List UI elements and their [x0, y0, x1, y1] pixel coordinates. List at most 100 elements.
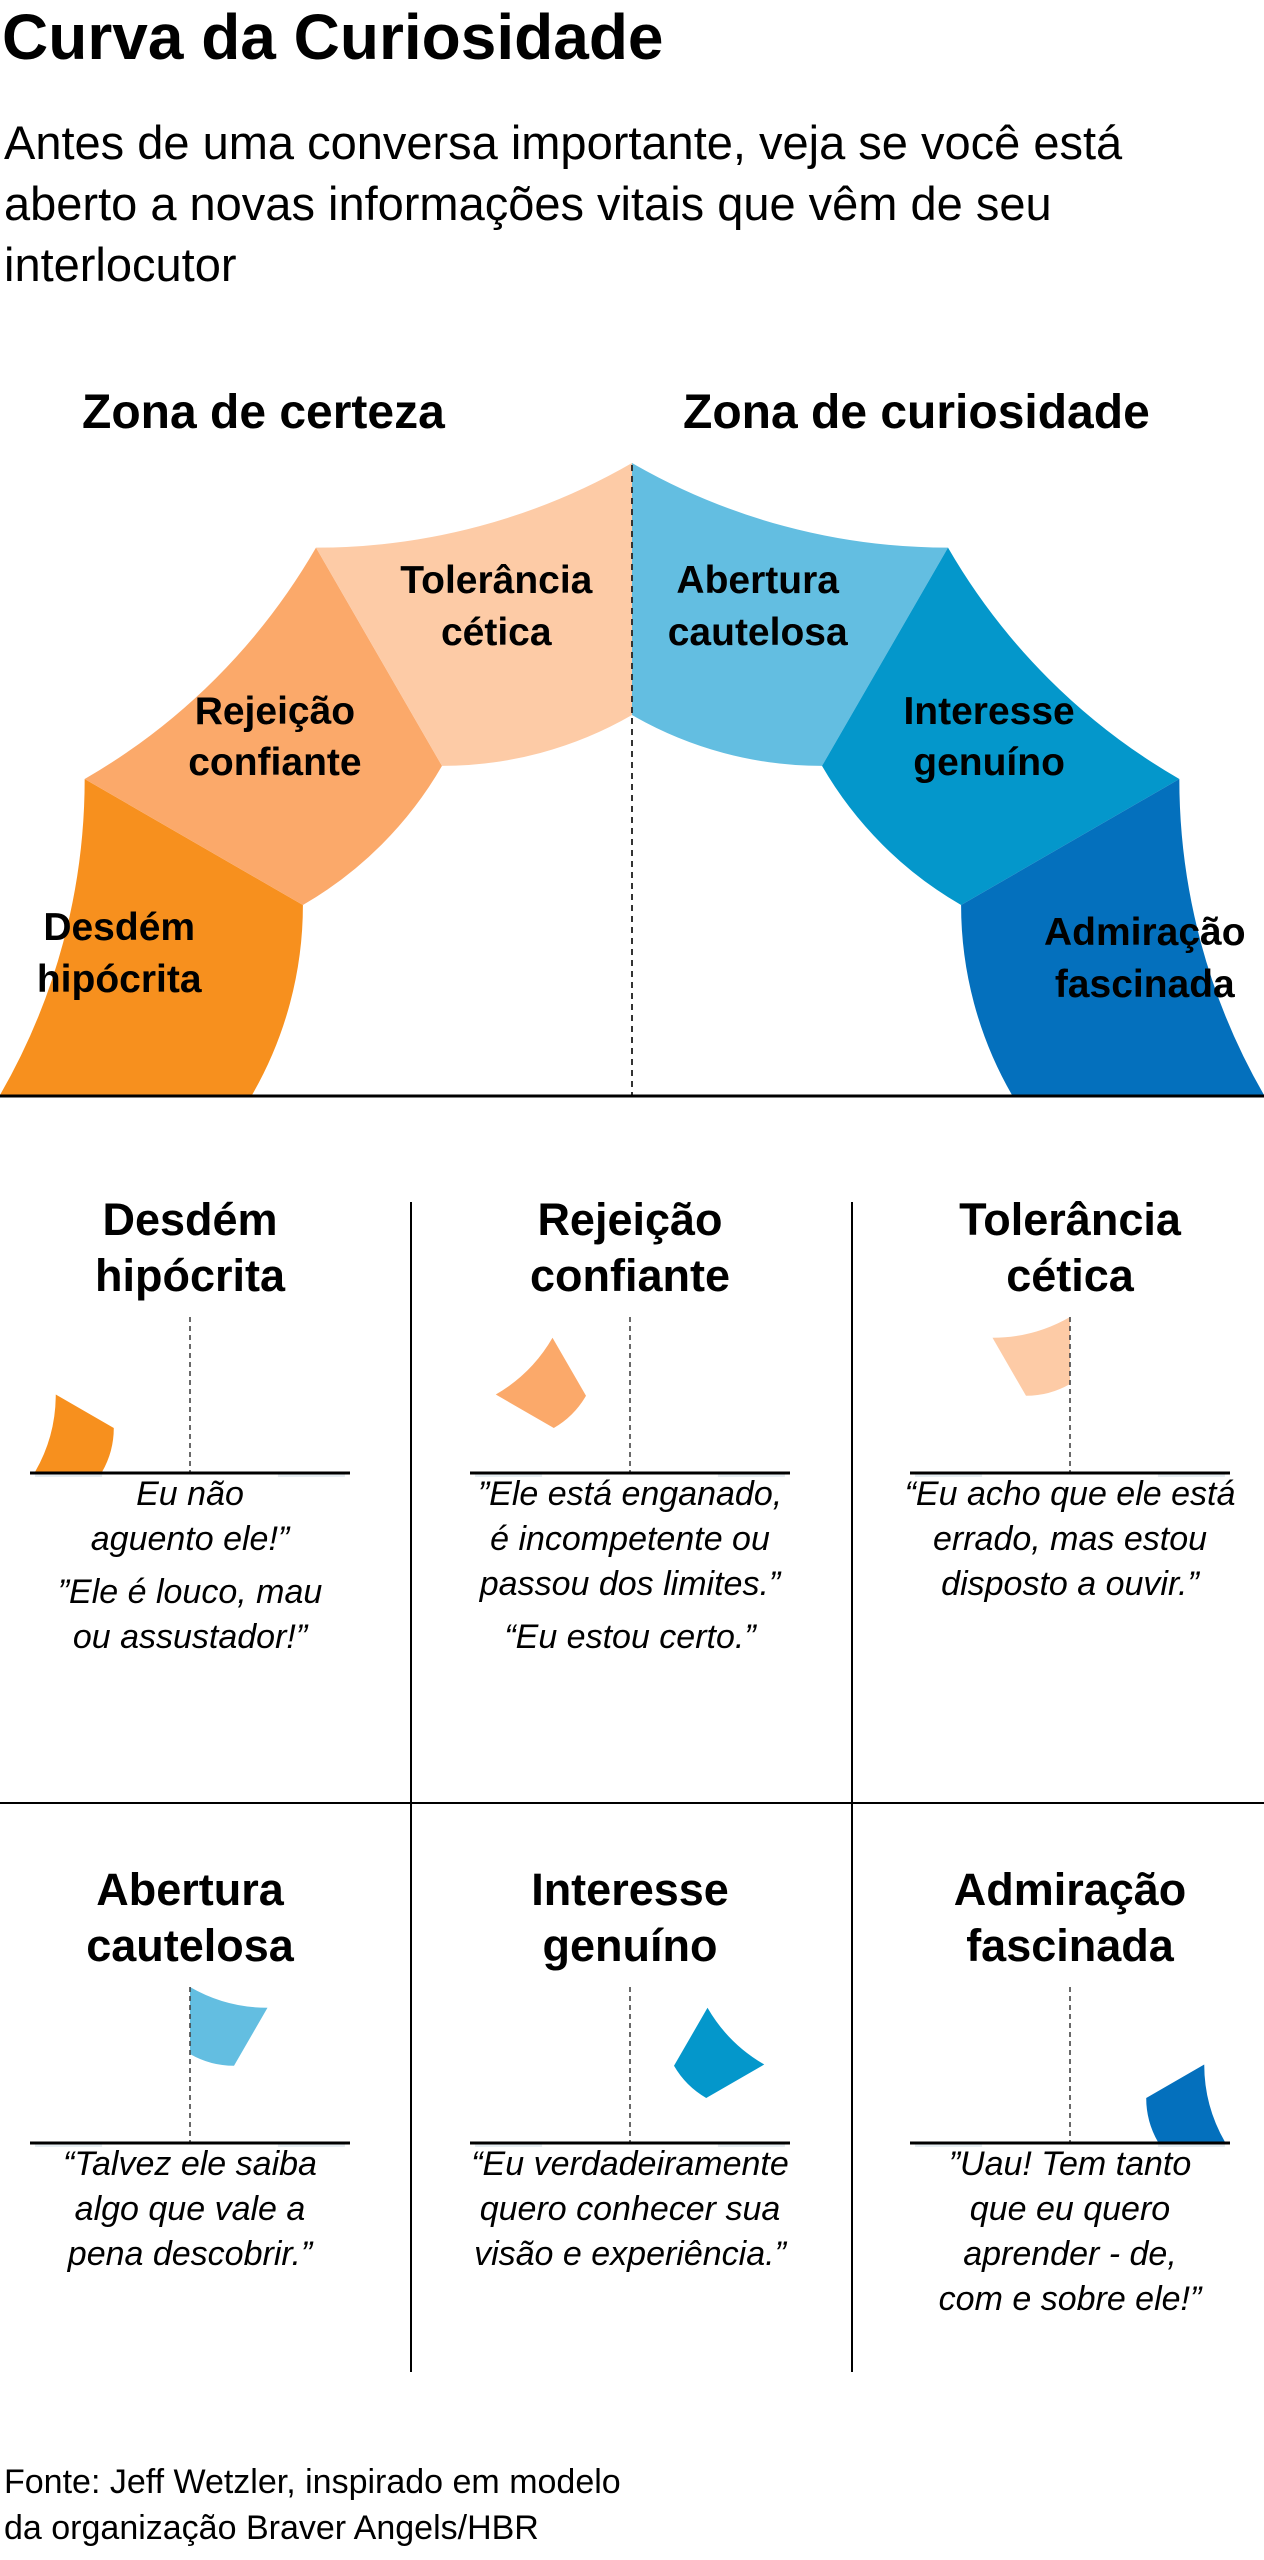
stage-quote: ”Ele está enganado, é incompetente ou pass…	[420, 1472, 840, 1668]
stage-title-line: Admiração	[953, 1864, 1187, 1915]
curve-label-line: genuíno	[913, 741, 1065, 785]
quote-paragraph: ”Uau! Tem tanto que eu quero aprender - de…	[860, 2142, 1264, 2322]
quote-paragraph: ”Ele está enganado, é incompetente ou pass…	[420, 1472, 840, 1607]
curve-label-tolerancia: Tolerância cética	[400, 555, 592, 658]
quote-line: é incompetente ou	[490, 1519, 770, 1558]
mini-gauge-admiracao	[910, 1987, 1230, 2147]
curve-label-abertura: Abertura cautelosa	[668, 555, 848, 658]
curve-label-line: Tolerância	[400, 559, 593, 603]
zone-certainty-label: Zona de certeza	[82, 386, 445, 439]
quote-line: aguento ele!”	[90, 1519, 290, 1558]
curve-segment-abertura	[632, 463, 948, 766]
stage-title-line: Interesse	[531, 1864, 729, 1915]
quote-line: ou assustador!”	[72, 1617, 308, 1656]
curve-label-line: Abertura	[676, 559, 839, 603]
quote-line: pena descobrir.”	[67, 2234, 313, 2273]
mini-gauge-highlight	[190, 1987, 268, 2066]
curve-label-line: Interesse	[903, 689, 1075, 733]
quote-paragraph: “Talvez ele saiba algo que vale a pena des…	[0, 2142, 400, 2277]
curve-segment-rejeicao	[84, 547, 443, 905]
quote-line: errado, mas estou	[932, 1519, 1208, 1558]
quote-line: “Eu estou certo.”	[504, 1617, 756, 1656]
stage-quote: ”Uau! Tem tanto que eu quero aprender - de…	[860, 2142, 1264, 2330]
curve-label-interesse: Interesse genuíno	[903, 686, 1074, 789]
quote-line: ”Ele é louco, mau	[57, 1572, 323, 1611]
curve-label-line: cautelosa	[667, 610, 848, 654]
page-title: Curva da Curiosidade	[2, 1, 664, 73]
curiosity-curve-gauge	[0, 463, 1264, 1098]
stage-title-line: Rejeição	[537, 1194, 723, 1245]
quote-line: aprender - de,	[963, 2234, 1177, 2273]
curve-label-line: hipócrita	[36, 957, 202, 1001]
stage-card-tolerancia: Tolerância cética “Eu acho que ele está err…	[860, 1192, 1264, 1752]
stage-title-line: Tolerância	[959, 1194, 1181, 1245]
stage-title-line: Abertura	[96, 1864, 284, 1915]
curve-label-line: fascinada	[1054, 962, 1235, 1006]
source-line-1: Fonte: Jeff Wetzler, inspirado em modelo	[4, 2463, 621, 2501]
quote-line: ”Ele está enganado,	[477, 1475, 783, 1513]
grid-divider-horizontal	[0, 1802, 1264, 1804]
curve-label-line: Admiração	[1043, 911, 1246, 955]
mini-gauge-interesse	[470, 1987, 790, 2147]
quote-paragraph: “Eu verdadeiramente quero conhecer sua vis…	[420, 2142, 840, 2277]
curve-segment-admiracao	[961, 779, 1264, 1095]
stage-title: Admiração fascinada	[860, 1862, 1264, 1975]
curve-segment-interesse	[822, 547, 1180, 905]
curve-segment-desdem	[0, 779, 303, 1095]
curve-label-line: Rejeição	[194, 689, 356, 733]
curve-label-rejeicao: Rejeição confiante	[188, 686, 361, 789]
quote-line: que eu quero	[969, 2189, 1171, 2228]
stage-title: Interesse genuíno	[420, 1862, 840, 1975]
quote-paragraph: Eu não aguento ele!”	[0, 1472, 400, 1562]
source-line-2: da organização Braver Angels/HBR	[4, 2508, 539, 2547]
quote-line: disposto a ouvir.”	[941, 1564, 1199, 1603]
stage-quote: “Eu verdadeiramente quero conhecer sua vis…	[420, 2142, 840, 2285]
quote-line: ”Uau! Tem tanto	[948, 2145, 1192, 2183]
curve-label-line: cética	[440, 610, 552, 654]
grid-divider-vertical-right	[851, 1202, 853, 2372]
mini-gauge-abertura	[30, 1987, 350, 2147]
stage-quote: “Eu acho que ele está errado, mas estou di…	[860, 1472, 1264, 1615]
stage-title-line: genuíno	[542, 1920, 718, 1972]
mini-gauge-highlight	[992, 1317, 1070, 1396]
stage-title-line: confiante	[529, 1250, 731, 1302]
quote-paragraph: “Eu estou certo.”	[420, 1615, 840, 1660]
stage-title: Desdém hipócrita	[0, 1192, 400, 1305]
stage-title: Rejeição confiante	[420, 1192, 840, 1305]
curve-label-desdem: Desdém hipócrita	[37, 902, 202, 1005]
stage-title-line: cética	[1006, 1250, 1134, 1302]
stage-title: Abertura cautelosa	[0, 1862, 400, 1975]
quote-line: algo que vale a	[74, 2189, 306, 2228]
curve-label-admiracao: Admiração fascinada	[1044, 907, 1246, 1010]
mini-gauge-highlight	[674, 2007, 765, 2098]
mini-gauge-rejeicao	[470, 1317, 790, 1477]
mini-gauge-highlight	[1146, 2064, 1225, 2142]
stage-title: Tolerância cética	[860, 1192, 1264, 1305]
mini-gauge-tolerancia	[910, 1317, 1230, 1477]
quote-paragraph: ”Ele é louco, mau ou assustador!”	[0, 1570, 400, 1660]
stage-title-line: fascinada	[966, 1920, 1174, 1972]
quote-paragraph: “Eu acho que ele está errado, mas estou di…	[860, 1472, 1264, 1607]
quote-line: “Talvez ele saiba	[63, 2145, 317, 2183]
quote-line: “Eu verdadeiramente	[471, 2145, 789, 2183]
quote-line: quero conhecer sua	[479, 2189, 781, 2228]
page-subtitle: Antes de uma conversa importante, veja s…	[4, 116, 1123, 292]
stage-quote: “Talvez ele saiba algo que vale a pena des…	[0, 2142, 400, 2285]
stage-card-admiracao: Admiração fascinada ”Uau! Tem tanto que eu …	[860, 1862, 1264, 2422]
mini-gauge-desdem	[30, 1317, 350, 1477]
zone-curiosity-label: Zona de curiosidade	[683, 386, 1150, 439]
stage-card-rejeicao: Rejeição confiante ”Ele está enganado, é in…	[420, 1192, 840, 1752]
mini-gauge-highlight	[35, 1394, 114, 1472]
curve-label-line: Desdém	[43, 906, 196, 950]
quote-line: visão e experiência.”	[474, 2234, 786, 2273]
quote-line: com e sobre ele!”	[938, 2279, 1202, 2318]
mini-gauge-highlight	[495, 1337, 586, 1428]
stage-card-desdem: Desdém hipócrita Eu não aguento ele!” ”Ele é…	[0, 1192, 400, 1752]
source-note: Fonte: Jeff Wetzler, inspirado em modelo…	[4, 2460, 621, 2552]
quote-line: “Eu acho que ele está	[904, 1475, 1236, 1513]
grid-divider-vertical-left	[410, 1202, 412, 2372]
stage-title-line: cautelosa	[86, 1920, 294, 1972]
quote-line: Eu não	[136, 1475, 244, 1513]
stage-quote: Eu não aguento ele!” ”Ele é louco, mau ou a…	[0, 1472, 400, 1668]
stage-card-abertura: Abertura cautelosa “Talvez ele saiba algo q…	[0, 1862, 400, 2422]
